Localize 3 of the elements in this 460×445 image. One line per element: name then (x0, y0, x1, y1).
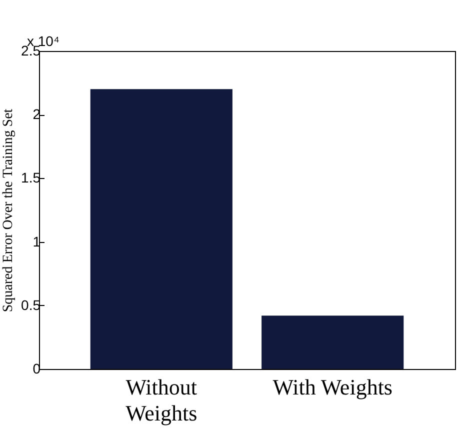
x-tick-label: Without Weights (126, 374, 198, 426)
x-tick-label: With Weights (272, 374, 392, 400)
y-axis-title: Squared Error Over the Training Set (1, 108, 16, 312)
